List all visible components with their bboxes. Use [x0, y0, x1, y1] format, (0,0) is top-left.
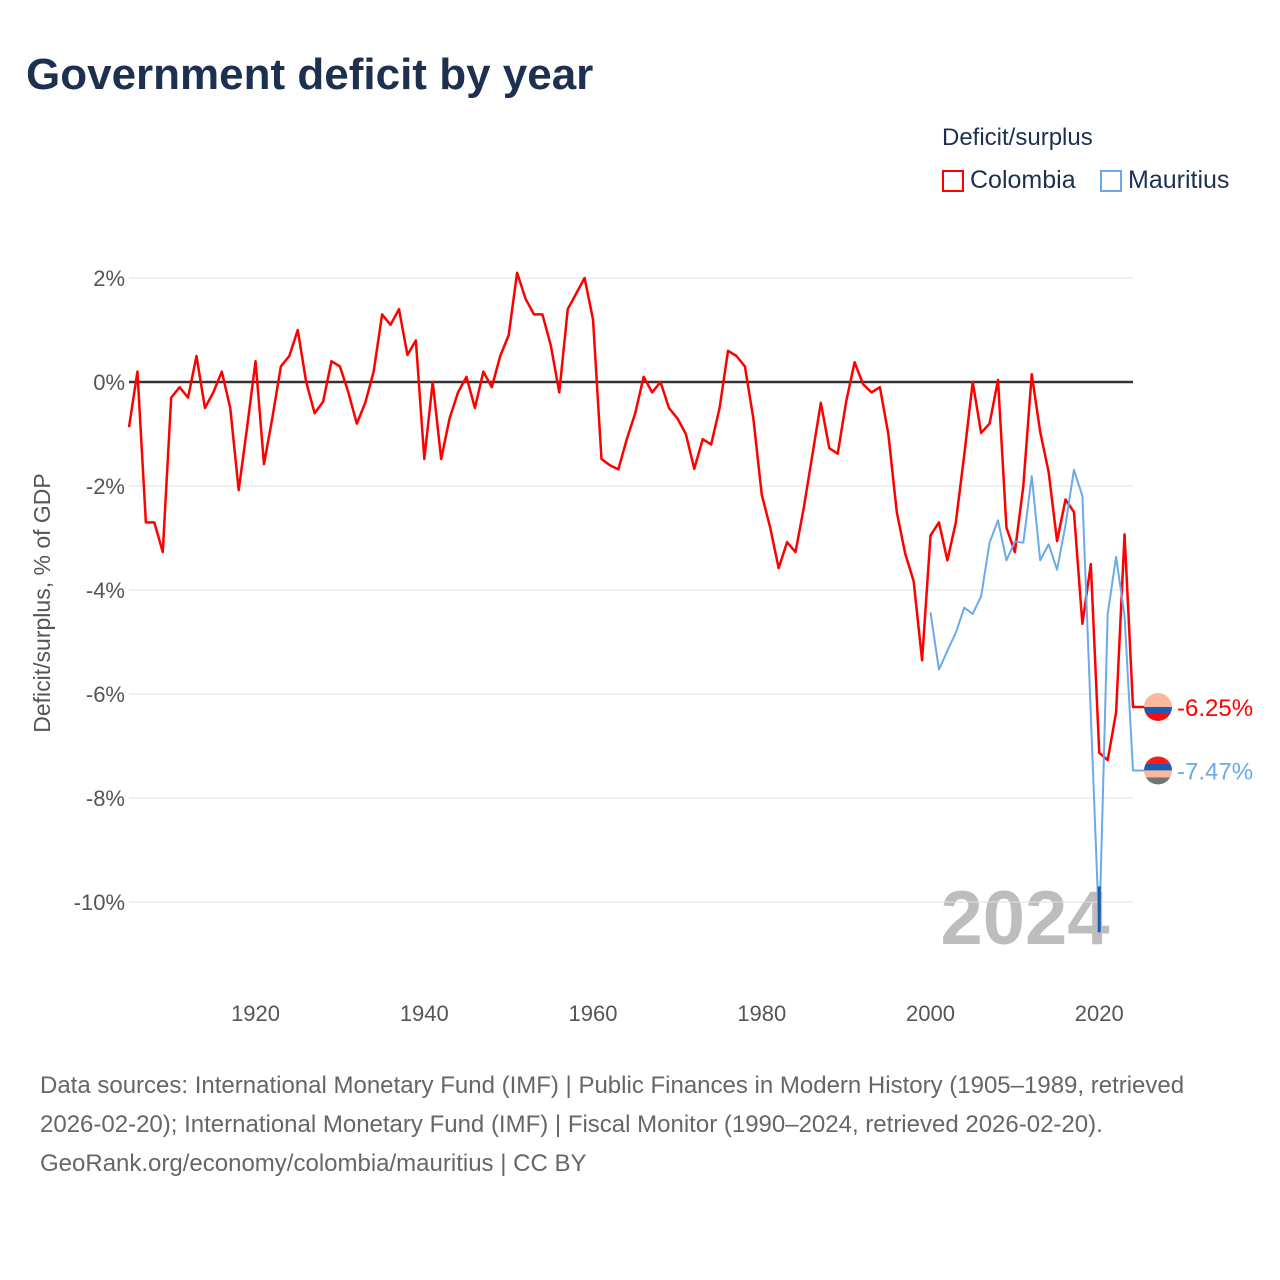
flag-band: [1144, 714, 1172, 721]
series-mauritius: [929, 468, 1145, 934]
flag-band: [1144, 763, 1172, 771]
flag-band: [1144, 707, 1172, 714]
legend-item-colombia[interactable]: Colombia: [942, 166, 1076, 195]
flag-band: [1144, 770, 1172, 778]
y-tick-label: -8%: [86, 786, 125, 811]
series-line-colombia: [127, 271, 1145, 762]
legend-swatch-mauritius: [1100, 169, 1122, 192]
x-tick-label: 2000: [906, 1001, 955, 1026]
y-tick-label: -6%: [86, 682, 125, 707]
y-tick-label: 0%: [93, 370, 125, 395]
y-tick-label: -10%: [74, 890, 125, 915]
legend-item-mauritius[interactable]: Mauritius: [1100, 166, 1229, 195]
x-tick-label: 1960: [569, 1001, 618, 1026]
year-watermark: 2024: [940, 876, 1109, 961]
y-tick-label: -2%: [86, 474, 125, 499]
flag-icon-colombia: [1144, 693, 1172, 721]
flag-icon-mauritius: [1144, 756, 1172, 785]
y-tick-label: -4%: [86, 578, 125, 603]
flag-band: [1144, 693, 1172, 707]
x-tick-label: 1940: [400, 1001, 449, 1026]
legend-swatch-colombia: [942, 169, 964, 192]
series-colombia: [127, 271, 1145, 762]
footer: Data sources: International Monetary Fun…: [40, 1066, 1240, 1183]
series-line-mauritius: [929, 468, 1145, 934]
legend-label: Mauritius: [1128, 166, 1230, 194]
legend-label: Colombia: [970, 166, 1076, 194]
flag-band: [1144, 777, 1172, 785]
chart-plot: 2024 2% 0% -2% -4% -6% -8% -10% 1920 1940 1960 19…: [29, 266, 1253, 1026]
legend-title: Deficit/surplus: [942, 124, 1093, 151]
end-value-label: -7.47%: [1177, 758, 1253, 785]
credit-link[interactable]: GeoRank.org/economy/colombia/mauritius |…: [40, 1150, 587, 1177]
y-tick-label: 2%: [93, 266, 125, 291]
data-sources: Data sources: International Monetary Fun…: [40, 1072, 1185, 1138]
end-value-label: -6.25%: [1177, 695, 1253, 722]
x-tick-label: 1920: [231, 1001, 280, 1026]
y-axis-label: Deficit/surplus, % of GDP: [29, 473, 55, 732]
flag-band: [1144, 756, 1172, 764]
x-tick-label: 1980: [737, 1001, 786, 1026]
chart-title: Government deficit by year: [26, 50, 594, 99]
x-tick-label: 2020: [1075, 1001, 1124, 1026]
